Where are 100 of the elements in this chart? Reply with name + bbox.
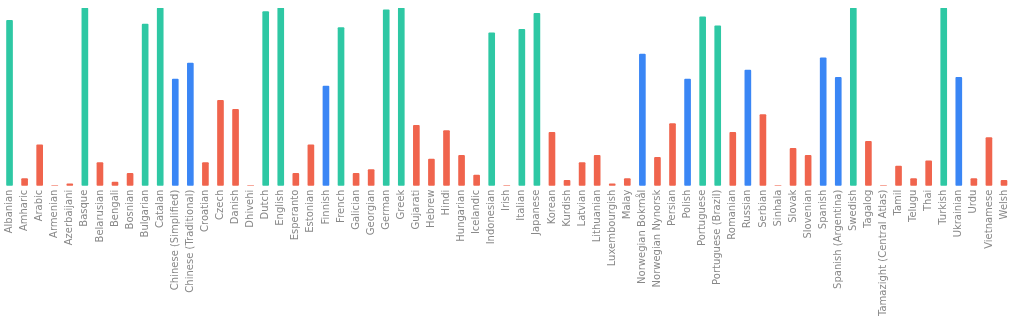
x-tick-label: Czech — [214, 189, 226, 220]
bar — [729, 132, 737, 186]
bar — [156, 8, 164, 186]
x-tick-label: Latvian — [575, 189, 587, 227]
bar — [684, 78, 691, 186]
bar — [443, 130, 450, 186]
x-tick-label: Italian — [515, 189, 527, 221]
x-tick-label: Greek — [394, 189, 406, 220]
x-tick-label: Icelandic — [470, 189, 482, 235]
bar — [307, 144, 315, 186]
x-tick-label: Norwegian Bokmål — [634, 189, 647, 284]
x-tick-label: Esperanto — [289, 189, 301, 241]
x-tick-label: Bulgarian — [138, 189, 150, 238]
x-tick-label: Galician — [349, 189, 361, 230]
x-tick-label: Bengali — [108, 189, 120, 228]
x-tick-label: Chinese (Simplified) — [168, 189, 180, 291]
bar — [171, 78, 179, 186]
x-tick-label: Tamazight (Central Atlas) — [877, 189, 889, 317]
x-tick-label: Irish — [500, 189, 512, 212]
bar — [533, 13, 541, 186]
bar — [217, 100, 224, 186]
bar — [744, 69, 752, 186]
x-tick-label: Slovenian — [801, 189, 813, 239]
x-tick-label: Gujarati — [409, 189, 421, 230]
bar — [593, 155, 601, 186]
x-tick-label: Japanese — [530, 189, 542, 237]
x-tick-label: Spanish — [816, 189, 828, 230]
bar — [141, 23, 149, 186]
x-tick-label: Spanish (Argentina) — [831, 189, 843, 289]
bar — [292, 172, 300, 186]
x-tick-label: Hebrew — [425, 189, 437, 228]
x-tick-label: Turkish — [937, 189, 949, 226]
x-tick-label: Hungarian — [455, 189, 467, 242]
x-tick-label: Telugu — [907, 189, 919, 224]
x-tick-label: Catalan — [153, 189, 165, 229]
bar — [925, 160, 932, 186]
bar — [834, 76, 842, 186]
x-tick-label: Finnish — [319, 189, 331, 225]
bar — [262, 11, 270, 186]
x-tick-label: Indonesian — [485, 189, 497, 245]
x-tick-label: Malay — [620, 189, 632, 220]
x-tick-label: Sinhala — [771, 189, 783, 227]
bar — [639, 53, 646, 186]
bar — [654, 156, 661, 186]
x-tick-label: English — [274, 189, 286, 226]
x-tick-label: Swedish — [846, 189, 858, 231]
bar — [669, 123, 676, 186]
bar — [413, 124, 420, 186]
x-tick-label: Korean — [545, 189, 557, 225]
bar — [895, 165, 902, 186]
x-tick-label: Portuguese — [696, 189, 708, 247]
bar — [458, 155, 465, 186]
bar — [277, 8, 285, 186]
x-tick-label: Estonian — [304, 189, 316, 233]
bar — [6, 20, 13, 186]
bar — [759, 114, 767, 186]
x-tick-label: Hindi — [440, 189, 452, 216]
x-tick-label: Arabic — [33, 189, 45, 222]
bar — [382, 9, 390, 186]
bar — [397, 8, 405, 186]
x-tick-label: Tagalog — [861, 189, 873, 229]
x-tick-label: Luxembourgish — [605, 189, 617, 267]
bar — [428, 158, 435, 186]
x-tick-label: Kurdish — [560, 189, 572, 227]
x-tick-label: Romanian — [726, 189, 738, 240]
x-tick-label: Bosnian — [123, 189, 135, 230]
x-tick-label: Russian — [741, 189, 753, 229]
bar — [955, 76, 963, 186]
x-tick-label: Tamil — [892, 189, 904, 217]
bar — [518, 28, 526, 186]
bar — [202, 162, 209, 186]
x-tick-label: Polish — [681, 189, 693, 219]
bar — [488, 32, 496, 186]
x-tick-label: Belarusian — [93, 189, 105, 243]
bar — [940, 8, 948, 186]
bar — [473, 174, 480, 186]
x-tick-label: Portuguese (Brazil) — [711, 189, 723, 285]
bar — [849, 8, 857, 186]
x-tick-label: Dhivehi — [244, 189, 256, 228]
x-tick-label: Amharic — [18, 189, 30, 232]
x-tick-label: Ukrainian — [952, 189, 964, 238]
x-tick-label: Armenian — [48, 189, 60, 238]
x-tick-label: Persian — [666, 189, 678, 227]
x-tick-label: Albanian — [3, 189, 15, 234]
x-tick-label: Basque — [78, 189, 90, 227]
bar — [337, 27, 345, 186]
bar — [714, 25, 722, 186]
x-tick-label: German — [379, 189, 391, 230]
bar — [819, 57, 827, 186]
bar — [187, 62, 194, 186]
bar — [985, 137, 993, 186]
x-tick-label: Welsh — [997, 189, 1009, 220]
bar — [232, 108, 239, 186]
x-tick-label: Azerbaijani — [63, 189, 75, 246]
bar — [865, 140, 872, 186]
x-tick-label: Thai — [922, 189, 934, 212]
x-tick-label: Serbian — [756, 189, 768, 228]
bar — [81, 8, 89, 186]
bar — [699, 16, 706, 186]
bar — [36, 144, 43, 186]
